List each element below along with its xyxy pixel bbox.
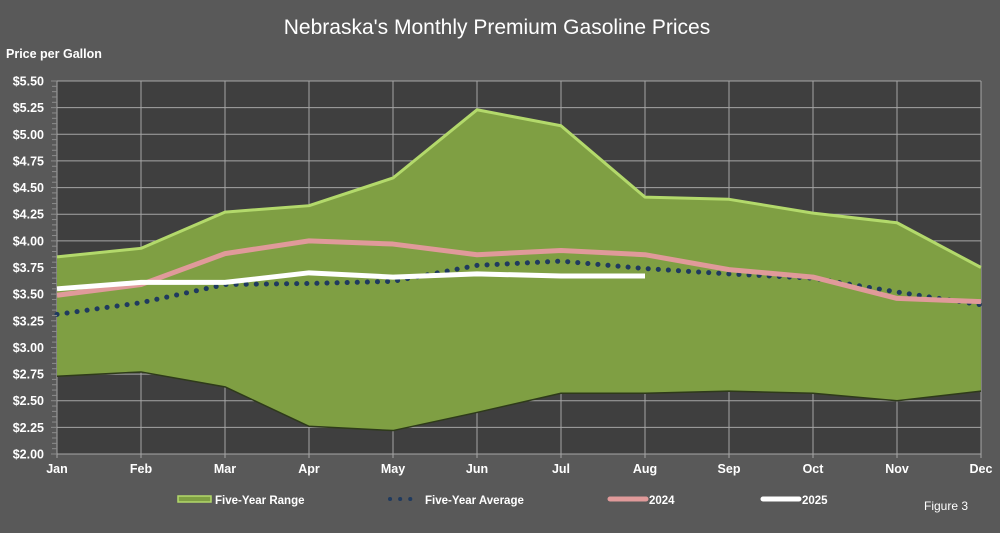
series-line-2024 bbox=[56, 238, 982, 305]
y-axis-ticks: $2.00 $2.25 $2.50 $2.75 $3.00 $3.25 $3.50 $3.75… bbox=[13, 75, 57, 462]
y-tick-label: $5.00 bbox=[13, 128, 44, 142]
y-tick-label: $2.00 bbox=[13, 448, 44, 462]
legend-label: 2025 bbox=[802, 495, 828, 507]
y-tick-label: $5.25 bbox=[13, 101, 44, 115]
legend-label: 2024 bbox=[649, 495, 675, 507]
legend: Five-Year Range Five-Year Average 2024 2025 bbox=[177, 495, 828, 507]
x-axis-ticks: Jan Feb Mar Apr May Jun Jul Aug Sep Oct Nov Dec bbox=[46, 462, 992, 476]
legend-item-2024: 2024 bbox=[607, 495, 675, 507]
chart-title: Nebraska's Monthly Premium Gasoline Pric… bbox=[284, 16, 711, 39]
x-tick-label: Aug bbox=[633, 462, 657, 476]
legend-item-2025: 2025 bbox=[760, 495, 828, 507]
x-tick-label: Nov bbox=[885, 462, 909, 476]
figure-label: Figure 3 bbox=[924, 499, 968, 513]
x-tick-label: Sep bbox=[718, 462, 741, 476]
x-tick-label: Jan bbox=[46, 462, 68, 476]
legend-label: Five-Year Average bbox=[425, 495, 524, 507]
series-line-2025 bbox=[56, 270, 645, 292]
five-year-range-upper-edge bbox=[56, 108, 982, 269]
x-tick-label: May bbox=[381, 462, 405, 476]
legend-swatch bbox=[177, 495, 212, 503]
x-tick-label: Apr bbox=[298, 462, 320, 476]
y-tick-label: $2.25 bbox=[13, 421, 44, 435]
x-tick-label: Jul bbox=[552, 462, 570, 476]
x-tick-label: Oct bbox=[803, 462, 825, 476]
y-tick-label: $2.50 bbox=[13, 394, 44, 408]
series-line-five-year-average bbox=[54, 258, 984, 317]
y-tick-label: $3.00 bbox=[13, 341, 44, 355]
y-tick-label: $3.50 bbox=[13, 288, 44, 302]
y-tick-label: $3.75 bbox=[13, 261, 44, 275]
five-year-range-area bbox=[57, 109, 981, 431]
y-tick-label: $4.00 bbox=[13, 234, 44, 248]
y-tick-label: $4.50 bbox=[13, 181, 44, 195]
y-tick-label: $2.75 bbox=[13, 368, 44, 382]
x-tick-label: Jun bbox=[466, 462, 488, 476]
legend-label: Five-Year Range bbox=[215, 495, 304, 507]
legend-item-five-year-average: Five-Year Average bbox=[388, 495, 524, 507]
x-tick-label: Feb bbox=[130, 462, 153, 476]
y-tick-label: $5.50 bbox=[13, 75, 44, 89]
five-year-range-layer bbox=[56, 108, 982, 432]
y-axis-label: Price per Gallon bbox=[6, 47, 102, 61]
x-tick-label: Dec bbox=[970, 462, 993, 476]
series-lines-layer bbox=[54, 238, 984, 317]
y-tick-label: $3.25 bbox=[13, 314, 44, 328]
y-tick-label: $4.25 bbox=[13, 208, 44, 222]
legend-item-five-year-range: Five-Year Range bbox=[177, 495, 304, 507]
y-tick-label: $4.75 bbox=[13, 154, 44, 168]
five-year-range-lower-edge bbox=[56, 371, 982, 432]
x-tick-label: Mar bbox=[214, 462, 236, 476]
